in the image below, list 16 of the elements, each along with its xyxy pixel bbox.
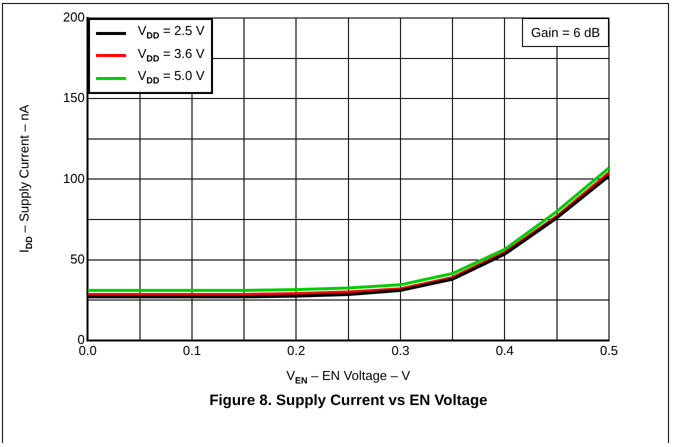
x-axis-title: V$_{EN}$ – EN Voltage – V <box>286 368 410 386</box>
legend-label: V$_{DD}$ = 5.0 V <box>138 67 205 88</box>
legend-label: V$_{DD}$ = 2.5 V <box>138 22 205 43</box>
x-tick-label: 0.2 <box>287 342 306 358</box>
x-tick-label: 0.4 <box>496 342 514 358</box>
legend-label: V$_{DD}$ = 3.6 V <box>138 44 205 66</box>
y-tick-label: 100 <box>62 170 85 186</box>
y-tick-label: 200 <box>62 10 85 25</box>
y-tick-label: 150 <box>62 90 85 106</box>
x-tick-label: 0.5 <box>600 342 618 358</box>
x-tick-label: 0.1 <box>182 342 201 358</box>
x-tick-label: 0.3 <box>391 342 410 358</box>
annotation: Gain = 6 dB <box>522 18 610 47</box>
y-tick-label: 50 <box>70 251 85 266</box>
y-tick-label: 0 <box>77 332 85 347</box>
text: Figure 8. Supply Current vs EN Voltage <box>209 392 488 410</box>
